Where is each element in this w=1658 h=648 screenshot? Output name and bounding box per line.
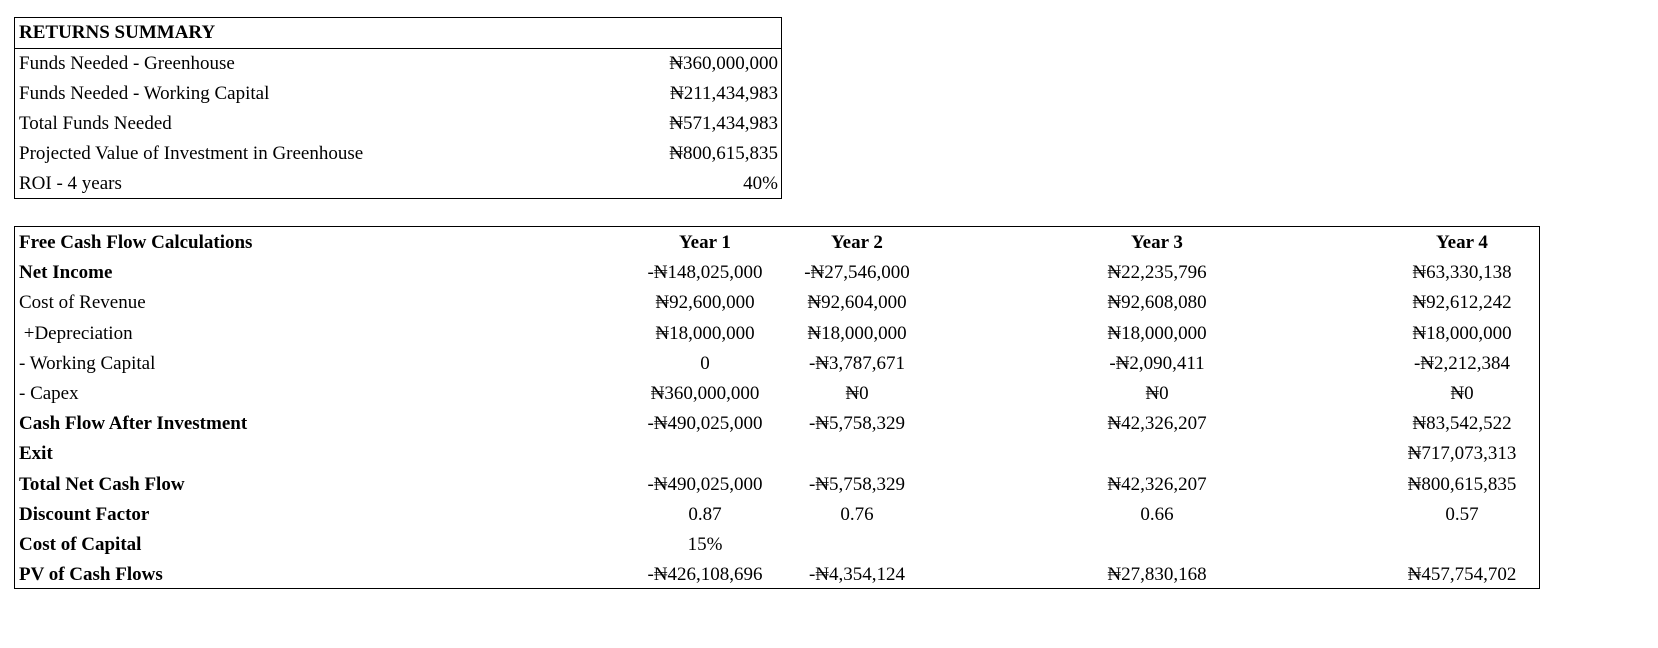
- fcf-cell: ₦717,073,313: [1407, 443, 1517, 465]
- fcf-cell: ₦18,000,000: [655, 322, 755, 344]
- summary-row-label: Total Funds Needed: [19, 113, 172, 134]
- fcf-cell: ₦27,830,168: [1107, 564, 1207, 586]
- summary-row-label: Funds Needed - Working Capital: [19, 83, 270, 104]
- summary-row: Funds Needed - Greenhouse ₦360,000,000: [15, 49, 781, 79]
- fcf-row-label: - Capex: [19, 382, 79, 404]
- fcf-row-label: +Depreciation: [19, 322, 133, 344]
- fcf-cell: 15%: [687, 533, 723, 555]
- fcf-cell: ₦92,604,000: [807, 292, 907, 314]
- summary-row: Total Funds Needed ₦571,434,983: [15, 109, 781, 139]
- fcf-row-label: Net Income: [19, 262, 113, 284]
- fcf-row-label: - Working Capital: [19, 352, 156, 374]
- fcf-cell: ₦18,000,000: [807, 322, 907, 344]
- year-header: Year 4: [1436, 232, 1488, 253]
- summary-row-value: ₦360,000,000: [669, 53, 778, 74]
- fcf-cell: 0.87: [688, 503, 722, 525]
- fcf-cell: ₦42,326,207: [1107, 473, 1207, 495]
- fcf-cell: -₦5,758,329: [808, 473, 906, 495]
- fcf-row: PV of Cash Flows -₦426,108,696 -₦4,354,1…: [15, 560, 1539, 590]
- summary-row: Funds Needed - Working Capital ₦211,434,…: [15, 79, 781, 109]
- fcf-row: +Depreciation ₦18,000,000 ₦18,000,000 ₦1…: [15, 319, 1539, 349]
- fcf-cell: -₦2,090,411: [1109, 352, 1205, 374]
- fcf-cell: 0.76: [840, 503, 874, 525]
- fcf-cell: ₦22,235,796: [1107, 262, 1207, 284]
- summary-row-value: ₦571,434,983: [669, 113, 778, 134]
- fcf-row: Cash Flow After Investment -₦490,025,000…: [15, 409, 1539, 439]
- fcf-cell: -₦148,025,000: [647, 262, 763, 284]
- returns-summary-header: RETURNS SUMMARY: [15, 18, 781, 49]
- fcf-row: - Working Capital 0 -₦3,787,671 -₦2,090,…: [15, 349, 1539, 379]
- fcf-cell: -₦490,025,000: [647, 473, 763, 495]
- summary-row-value: ₦211,434,983: [669, 83, 778, 104]
- summary-row: ROI - 4 years 40%: [15, 169, 781, 199]
- fcf-cell: ₦42,326,207: [1107, 413, 1207, 435]
- fcf-row-label: PV of Cash Flows: [19, 564, 163, 586]
- fcf-row: Net Income -₦148,025,000 -₦27,546,000 ₦2…: [15, 258, 1539, 288]
- year-header: Year 1: [679, 232, 731, 253]
- fcf-row-label: Exit: [19, 443, 53, 465]
- fcf-cell: 0.66: [1140, 503, 1174, 525]
- summary-row-label: ROI - 4 years: [19, 173, 122, 194]
- fcf-cell: 0: [700, 352, 710, 374]
- fcf-row-label: Cost of Revenue: [19, 292, 146, 314]
- fcf-header-row: Free Cash Flow Calculations Year 1 Year …: [15, 228, 1539, 258]
- returns-summary-title: RETURNS SUMMARY: [19, 22, 216, 43]
- fcf-row: Cost of Revenue ₦92,600,000 ₦92,604,000 …: [15, 288, 1539, 318]
- fcf-row: - Capex ₦360,000,000 ₦0 ₦0 ₦0: [15, 379, 1539, 409]
- fcf-cell: ₦800,615,835: [1407, 473, 1517, 495]
- fcf-cell: ₦18,000,000: [1412, 322, 1512, 344]
- fcf-cell: ₦457,754,702: [1407, 564, 1517, 586]
- free-cash-flow-table: Free Cash Flow Calculations Year 1 Year …: [14, 226, 1540, 589]
- fcf-cell: ₦0: [1145, 382, 1169, 404]
- fcf-row-label: Total Net Cash Flow: [19, 473, 185, 495]
- summary-row-label: Projected Value of Investment in Greenho…: [19, 143, 364, 164]
- fcf-row: Total Net Cash Flow -₦490,025,000 -₦5,75…: [15, 470, 1539, 500]
- fcf-cell: ₦0: [1450, 382, 1474, 404]
- year-header: Year 3: [1131, 232, 1183, 253]
- fcf-cell: ₦18,000,000: [1107, 322, 1207, 344]
- fcf-header-label: Free Cash Flow Calculations: [19, 232, 253, 253]
- fcf-row: Discount Factor 0.87 0.76 0.66 0.57: [15, 500, 1539, 530]
- fcf-cell: 0.57: [1445, 503, 1479, 525]
- fcf-cell: -₦426,108,696: [647, 564, 763, 586]
- fcf-cell: ₦83,542,522: [1412, 413, 1512, 435]
- summary-row-value: ₦800,615,835: [669, 143, 778, 164]
- year-header: Year 2: [831, 232, 883, 253]
- fcf-cell: ₦0: [845, 382, 869, 404]
- fcf-cell: ₦360,000,000: [650, 382, 760, 404]
- summary-row-value: 40%: [743, 173, 778, 194]
- fcf-row: Cost of Capital 15%: [15, 530, 1539, 560]
- summary-row: Projected Value of Investment in Greenho…: [15, 139, 781, 169]
- fcf-row-label: Cash Flow After Investment: [19, 413, 248, 435]
- fcf-cell: ₦63,330,138: [1412, 262, 1512, 284]
- fcf-cell: ₦92,608,080: [1107, 292, 1207, 314]
- fcf-cell: -₦3,787,671: [808, 352, 906, 374]
- fcf-cell: -₦5,758,329: [808, 413, 906, 435]
- fcf-row: Exit ₦717,073,313: [15, 439, 1539, 469]
- fcf-row-label: Discount Factor: [19, 503, 150, 525]
- fcf-cell: -₦4,354,124: [808, 564, 906, 586]
- fcf-cell: -₦490,025,000: [647, 413, 763, 435]
- fcf-cell: -₦27,546,000: [804, 262, 910, 284]
- summary-row-label: Funds Needed - Greenhouse: [19, 53, 235, 74]
- fcf-cell: ₦92,600,000: [655, 292, 755, 314]
- returns-summary-table: RETURNS SUMMARY Funds Needed - Greenhous…: [14, 17, 782, 199]
- fcf-row-label: Cost of Capital: [19, 533, 142, 555]
- fcf-cell: ₦92,612,242: [1412, 292, 1512, 314]
- fcf-cell: -₦2,212,384: [1413, 352, 1511, 374]
